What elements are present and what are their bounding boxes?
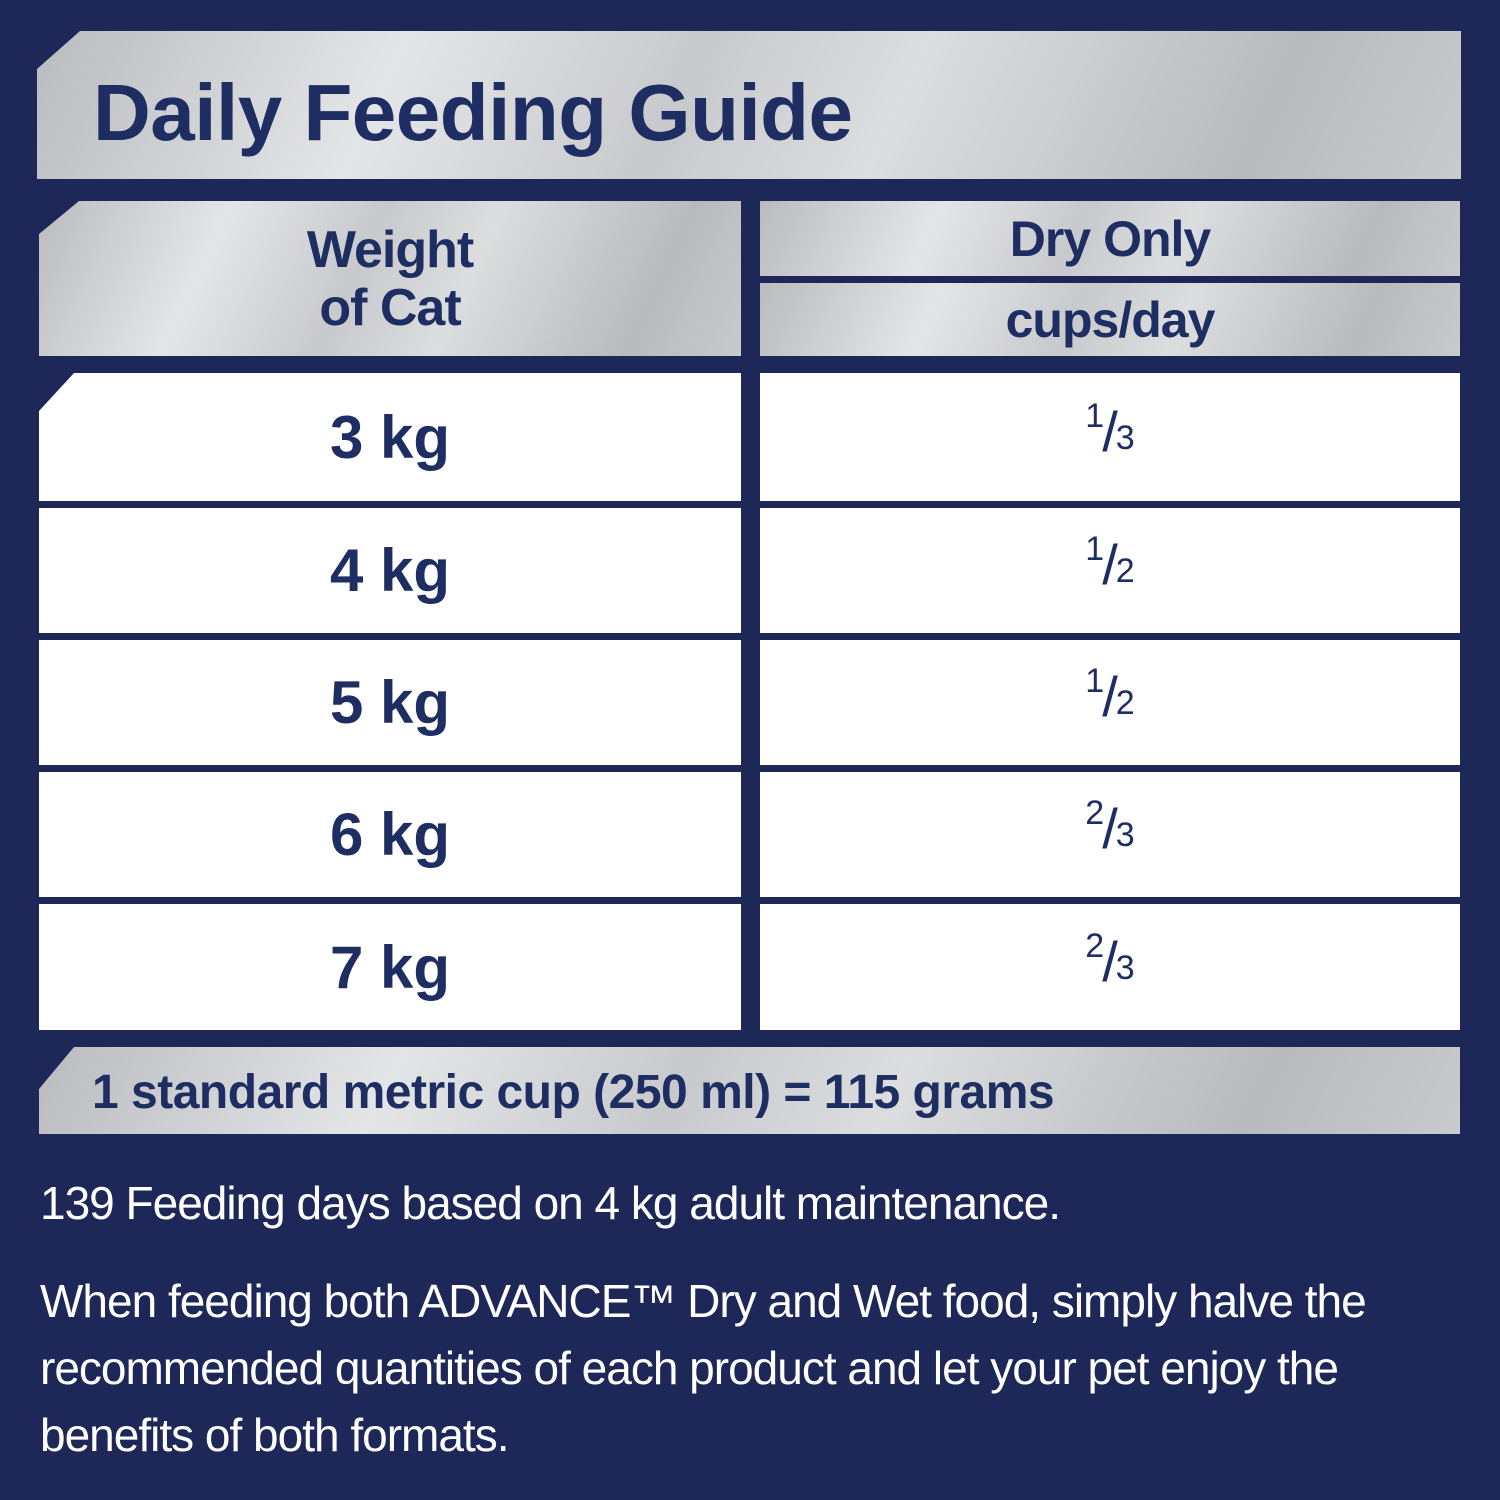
header-dry-only-label: Dry Only — [1009, 210, 1211, 267]
table-row-cups: 1/2 — [760, 640, 1460, 765]
fraction-slash: / — [1102, 533, 1118, 596]
fraction-numerator: 1 — [1085, 662, 1105, 700]
feeding-days-note: 139 Feeding days based on 4 kg adult mai… — [40, 1177, 1061, 1229]
cups-fraction: 2/3 — [1085, 794, 1135, 867]
fraction-slash: / — [1102, 929, 1118, 993]
weight-value: 7 kg — [329, 933, 451, 1001]
header-unit-label: cups/day — [1005, 291, 1216, 348]
fraction-denominator: 2 — [1115, 552, 1135, 590]
weight-value: 5 kg — [329, 669, 451, 736]
header-weight-label: Weight of Cat — [306, 220, 474, 337]
fraction-slash: / — [1102, 399, 1118, 463]
table-row-cups: 1/2 — [760, 508, 1460, 633]
table-row-cups: 2/3 — [760, 904, 1460, 1030]
header-weight-line2: of Cat — [319, 278, 461, 337]
conversion-text: 1 standard metric cup (250 ml) = 115 gra… — [92, 1066, 1055, 1119]
table-row-weight: 4 kg — [39, 508, 741, 633]
fraction-denominator: 3 — [1115, 816, 1135, 854]
fraction-numerator: 2 — [1085, 794, 1105, 832]
header-dry-only: Dry Only — [760, 201, 1460, 276]
fraction-denominator: 3 — [1115, 948, 1135, 987]
conversion-banner: 1 standard metric cup (250 ml) = 115 gra… — [39, 1047, 1460, 1134]
page-title: Daily Feeding Guide — [93, 68, 853, 157]
cups-fraction: 1/2 — [1085, 662, 1135, 735]
fraction-slash: / — [1102, 665, 1118, 728]
cups-fraction: 2/3 — [1085, 927, 1135, 1000]
fraction-numerator: 1 — [1085, 396, 1105, 435]
header-weight-line1: Weight — [306, 220, 474, 279]
fraction-denominator: 2 — [1115, 684, 1135, 722]
weight-value: 3 kg — [329, 403, 451, 471]
table-row-weight: 6 kg — [39, 772, 741, 897]
fraction-denominator: 3 — [1115, 418, 1135, 457]
table-row-weight: 3 kg — [39, 373, 741, 501]
table-row-weight: 5 kg — [39, 640, 741, 765]
table-row-cups: 1/3 — [760, 373, 1460, 501]
fraction-numerator: 2 — [1085, 926, 1105, 965]
title-banner: Daily Feeding Guide — [37, 31, 1461, 179]
weight-value: 6 kg — [329, 801, 451, 868]
cups-fraction: 1/3 — [1085, 397, 1135, 470]
header-weight-of-cat: Weight of Cat — [39, 201, 741, 356]
fraction-slash: / — [1102, 797, 1118, 860]
cups-fraction: 1/2 — [1085, 530, 1135, 603]
header-unit: cups/day — [760, 283, 1460, 356]
fraction-numerator: 1 — [1085, 530, 1105, 568]
weight-value: 4 kg — [329, 537, 451, 604]
mixed-feeding-note: When feeding both ADVANCE™ Dry and Wet f… — [40, 1275, 1367, 1461]
table-row-cups: 2/3 — [760, 772, 1460, 897]
table-row-weight: 7 kg — [39, 904, 741, 1030]
